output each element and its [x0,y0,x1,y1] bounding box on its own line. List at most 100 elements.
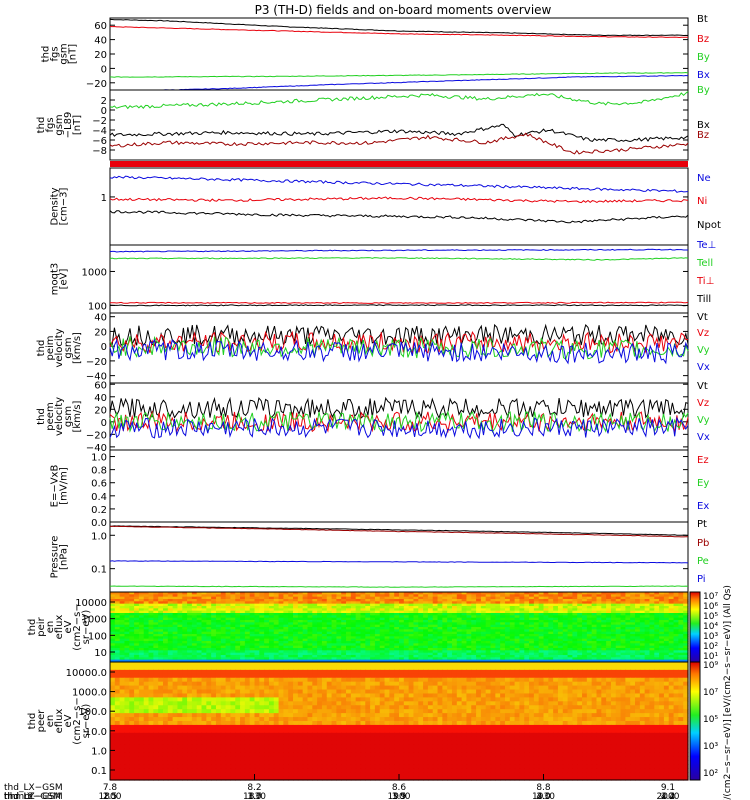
spectrogram-cell [476,592,482,595]
spectrogram-cell [321,655,328,658]
spectrogram-cell [500,594,506,598]
spectrogram-cell [148,643,154,647]
spectrogram-cell [326,620,333,623]
spectrogram-cell [384,645,390,649]
spectrogram-cell [379,673,386,679]
spectrogram-cell [591,615,598,619]
spectrogram-cell [403,594,410,598]
spectrogram-cell [259,657,265,661]
spectrogram-cell [668,677,675,683]
spectrogram-cell [447,613,453,616]
spectrogram-cell [509,659,516,663]
spectrogram-cell [432,634,439,637]
spectrogram-cell [331,638,337,642]
spectrogram-cell [471,624,477,628]
y-axis-label-line: eflux [54,615,65,640]
y-tick-label: −20 [86,430,107,441]
spectrogram-cell [341,669,347,675]
spectrogram-cell [471,662,477,667]
spectrogram-cell [379,615,386,619]
spectrogram-cell [572,606,578,609]
spectrogram-cell [312,657,318,661]
spectrogram-cell [389,629,395,633]
spectrogram-cell [119,638,126,642]
spectrogram-cell [596,610,602,614]
spectrogram-cell [177,592,183,595]
spectrogram-cell [673,599,679,602]
spectrogram-cell [182,636,188,640]
spectrogram-cell [533,636,540,640]
spectrogram-cell [490,615,496,619]
spectrogram-cell [220,641,227,644]
spectrogram-cell [591,620,598,623]
spectrogram-cell [553,677,559,683]
spectrogram-cell [562,620,569,623]
series-line-Till [109,304,689,307]
spectrogram-cell [466,659,472,663]
spectrogram-cell [172,643,179,647]
spectrogram-cell [644,624,651,628]
spectrogram-cell [360,603,366,607]
spectrogram-cell [235,608,241,612]
spectrogram-cell [273,657,280,661]
spectrogram-cell [543,610,549,614]
spectrogram-cell [529,596,535,600]
spectrogram-cell [437,615,443,619]
spectrogram-cell [191,665,198,671]
spectrogram-cell [341,697,347,702]
spectrogram-cell [461,617,468,621]
spectrogram-cell [321,606,328,609]
spectrogram-cell [114,662,121,667]
spectrogram-cell [201,636,207,640]
spectrogram-cell [307,627,313,630]
spectrogram-cell [557,627,564,630]
spectrogram-cell [230,613,236,616]
spectrogram-cell [201,689,207,695]
spectrogram-cell [610,685,617,691]
spectrogram-cell [625,608,631,612]
spectrogram-cell [490,617,496,621]
spectrogram-cell [172,596,179,600]
spectrogram-cell [553,643,559,647]
spectrogram-cell [582,645,588,649]
spectrogram-cell [346,665,352,671]
spectrogram-cell [365,655,371,658]
spectrogram-cell [557,634,564,637]
spectrogram-cell [110,638,116,642]
spectrogram-cell [268,662,275,667]
spectrogram-cell [683,594,689,598]
spectrogram-cell [235,657,241,661]
spectrogram-cell [201,655,207,658]
spectrogram-cell [418,689,424,695]
spectrogram-cell [215,655,222,658]
spectrogram-cell [514,613,521,616]
spectrogram-cell [639,655,646,658]
spectrogram-cell [196,685,203,691]
spectrogram-cell [447,697,453,702]
spectrogram-cell [215,697,222,702]
spectrogram-cell [201,652,207,656]
spectrogram-cell [196,603,203,607]
spectrogram-cell [341,599,347,602]
spectrogram-cell [548,645,554,649]
spectrogram-cell [288,631,294,635]
spectrogram-cell [172,613,179,616]
spectrogram-cell [384,697,390,702]
spectrogram-cell [620,645,626,649]
spectrogram-cell [346,606,352,609]
spectrogram-cell [553,655,559,658]
spectrogram-cell [403,631,410,635]
spectrogram-cell [259,606,265,609]
spectrogram-cell [187,659,193,663]
spectrogram-cell [394,693,400,698]
y-tick-label: −40 [86,443,107,454]
spectrogram-cell [490,634,496,637]
spectrogram-cell [413,655,419,658]
spectrogram-cell [365,613,371,616]
spectrogram-cell [341,606,347,609]
spectrogram-cell [124,645,130,649]
legend-Vx: Vx [697,432,710,443]
spectrogram-cell [500,627,506,630]
spectrogram-cell [447,601,453,605]
spectrogram-cell [341,603,347,607]
